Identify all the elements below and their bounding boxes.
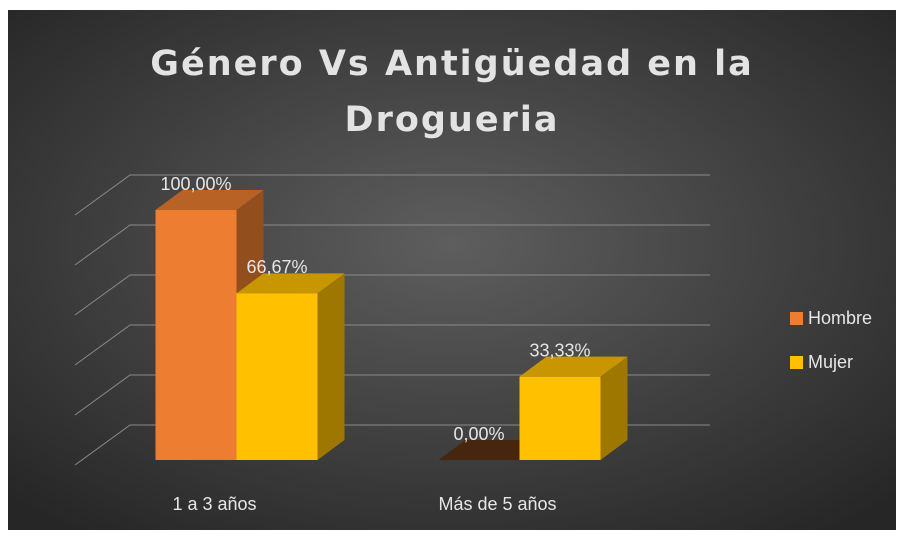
grid-line [74,174,710,216]
bar-top [155,190,264,210]
data-label: 66,67% [246,257,307,277]
grid-line [74,324,710,366]
chart-title: Género Vs Antigüedad en la Drogueria [150,44,754,140]
bar [519,376,601,460]
grid-line [74,424,710,466]
bar [236,293,318,460]
legend-swatch [790,312,803,325]
grid-line [74,374,710,416]
legend-label: Hombre [808,308,872,328]
legend-label: Mujer [808,352,853,372]
bar-top [236,273,345,294]
grid-line [74,274,710,316]
bar-top [519,356,628,377]
legend-swatch [790,356,803,369]
x-tick-label: 1 a 3 años [172,494,256,514]
bar-side [600,356,628,460]
bar-side [317,273,345,460]
x-tick-label: Más de 5 años [438,494,556,514]
data-label: 33,33% [529,340,590,360]
bar [155,210,237,460]
grid-line [74,224,710,266]
data-label: 0,00% [453,424,504,444]
data-label: 100,00% [160,174,231,194]
